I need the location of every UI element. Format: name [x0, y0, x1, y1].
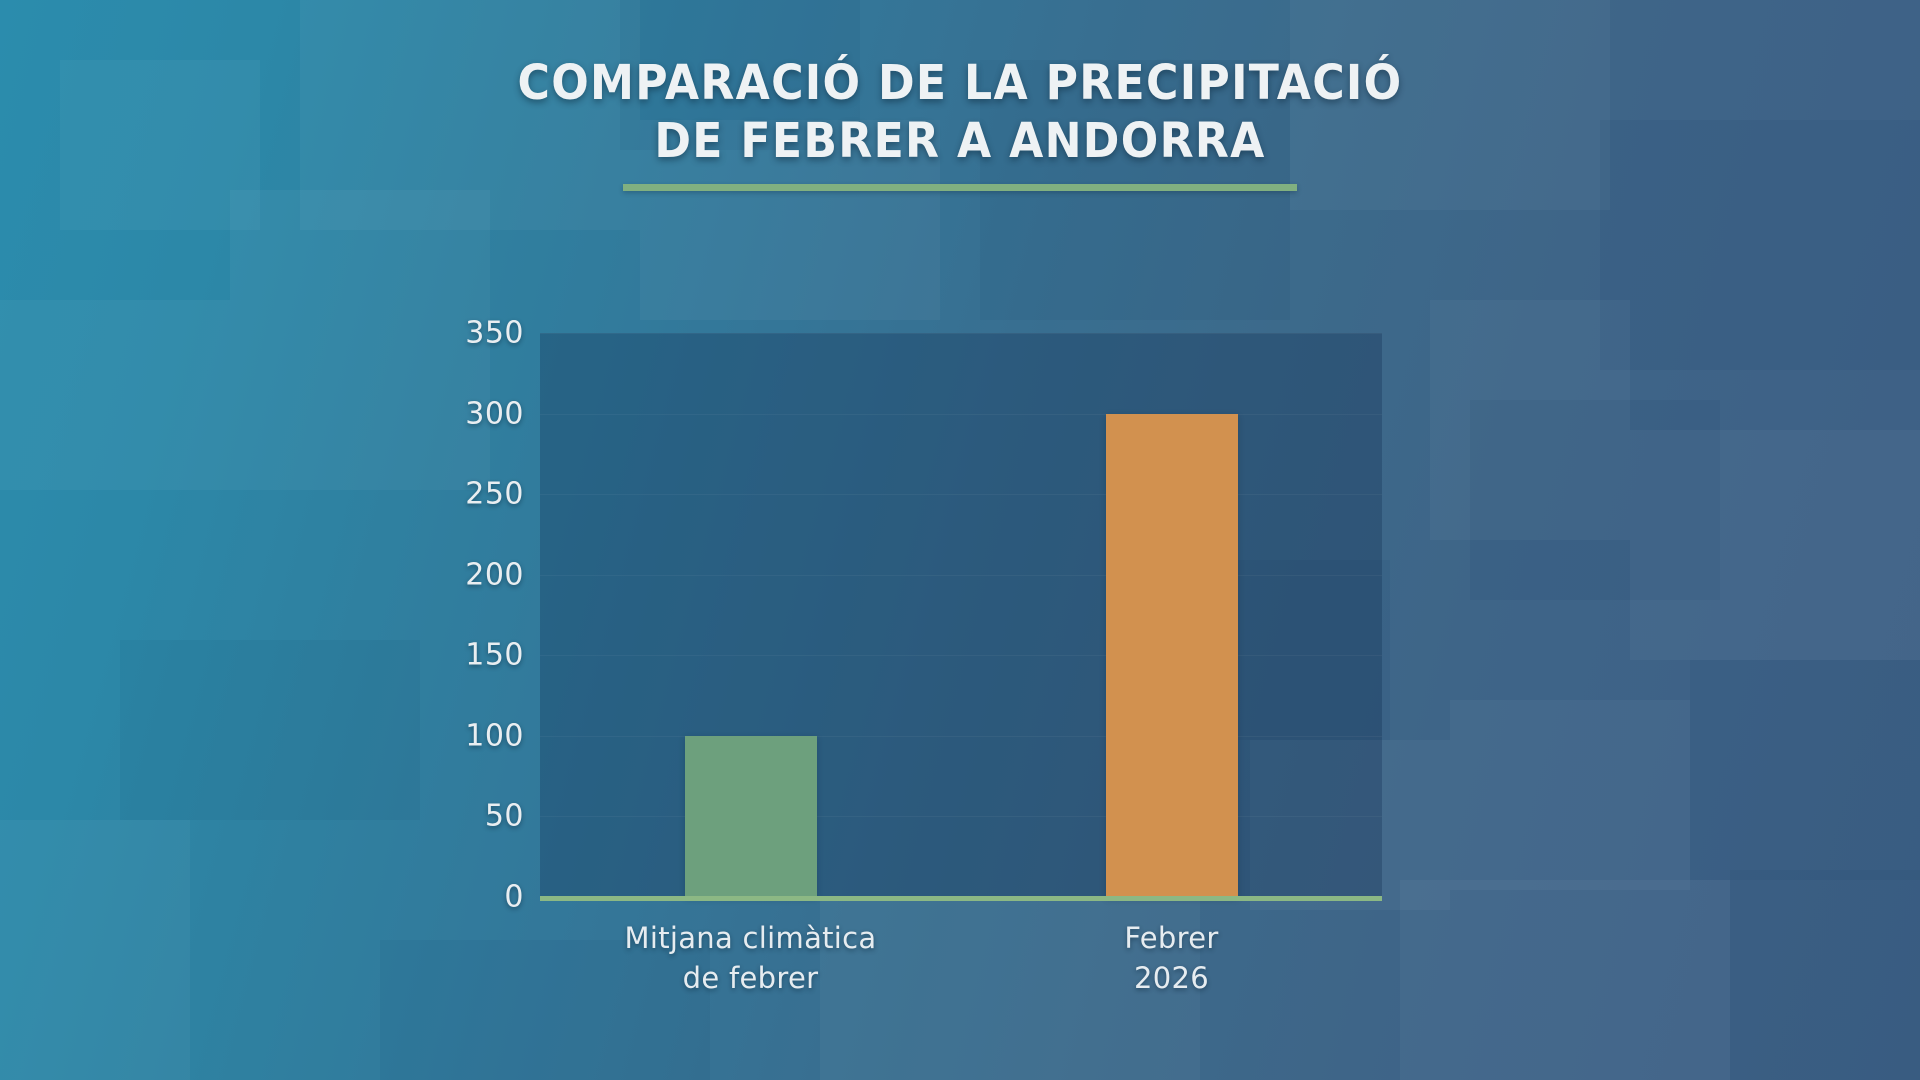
x-axis-label-line: Febrer [1124, 921, 1219, 955]
y-axis-tick-label: 0 [504, 879, 524, 915]
y-axis-tick-label: 100 [465, 718, 524, 754]
x-axis-category-label: Mitjana climàtica de febrer [540, 918, 961, 998]
gridline [540, 816, 1382, 818]
gridline [540, 655, 1382, 657]
slide-title: COMPARACIÓ DE LA PRECIPITACIÓ DE FEBRER … [0, 54, 1920, 191]
x-axis-label-line: 2026 [1133, 961, 1209, 995]
x-axis-label-line: de febrer [682, 961, 819, 995]
x-axis-line [540, 896, 1382, 901]
y-axis-tick-label: 350 [465, 315, 524, 351]
y-axis-tick-label: 50 [484, 798, 524, 834]
gridline [540, 494, 1382, 496]
title-underline-rule [623, 184, 1297, 191]
bar[interactable] [1105, 413, 1238, 897]
bar-slot [540, 333, 961, 897]
bars-group [540, 333, 1382, 897]
x-axis-category-label: Febrer 2026 [961, 918, 1382, 998]
x-axis-category-labels: Mitjana climàtica de febrer Febrer 2026 [540, 918, 1382, 998]
title-line-1: COMPARACIÓ DE LA PRECIPITACIÓ [517, 55, 1403, 111]
y-axis-tick-label: 300 [465, 396, 524, 432]
y-axis-tick-label: 200 [465, 557, 524, 593]
y-axis-tick-label: 250 [465, 476, 524, 512]
gridline [540, 735, 1382, 737]
bar-chart: 350 300 250 200 150 100 50 0 [465, 316, 1382, 915]
bar-slot [961, 333, 1382, 897]
plot-area-background [540, 333, 1382, 897]
x-axis-label-line: Mitjana climàtica [624, 921, 877, 955]
bar[interactable] [684, 735, 817, 897]
title-line-2: DE FEBRER A ANDORRA [654, 113, 1266, 169]
gridline [540, 333, 1382, 334]
gridline [540, 413, 1382, 415]
gridline [540, 574, 1382, 576]
y-axis-tick-label: 150 [465, 637, 524, 673]
